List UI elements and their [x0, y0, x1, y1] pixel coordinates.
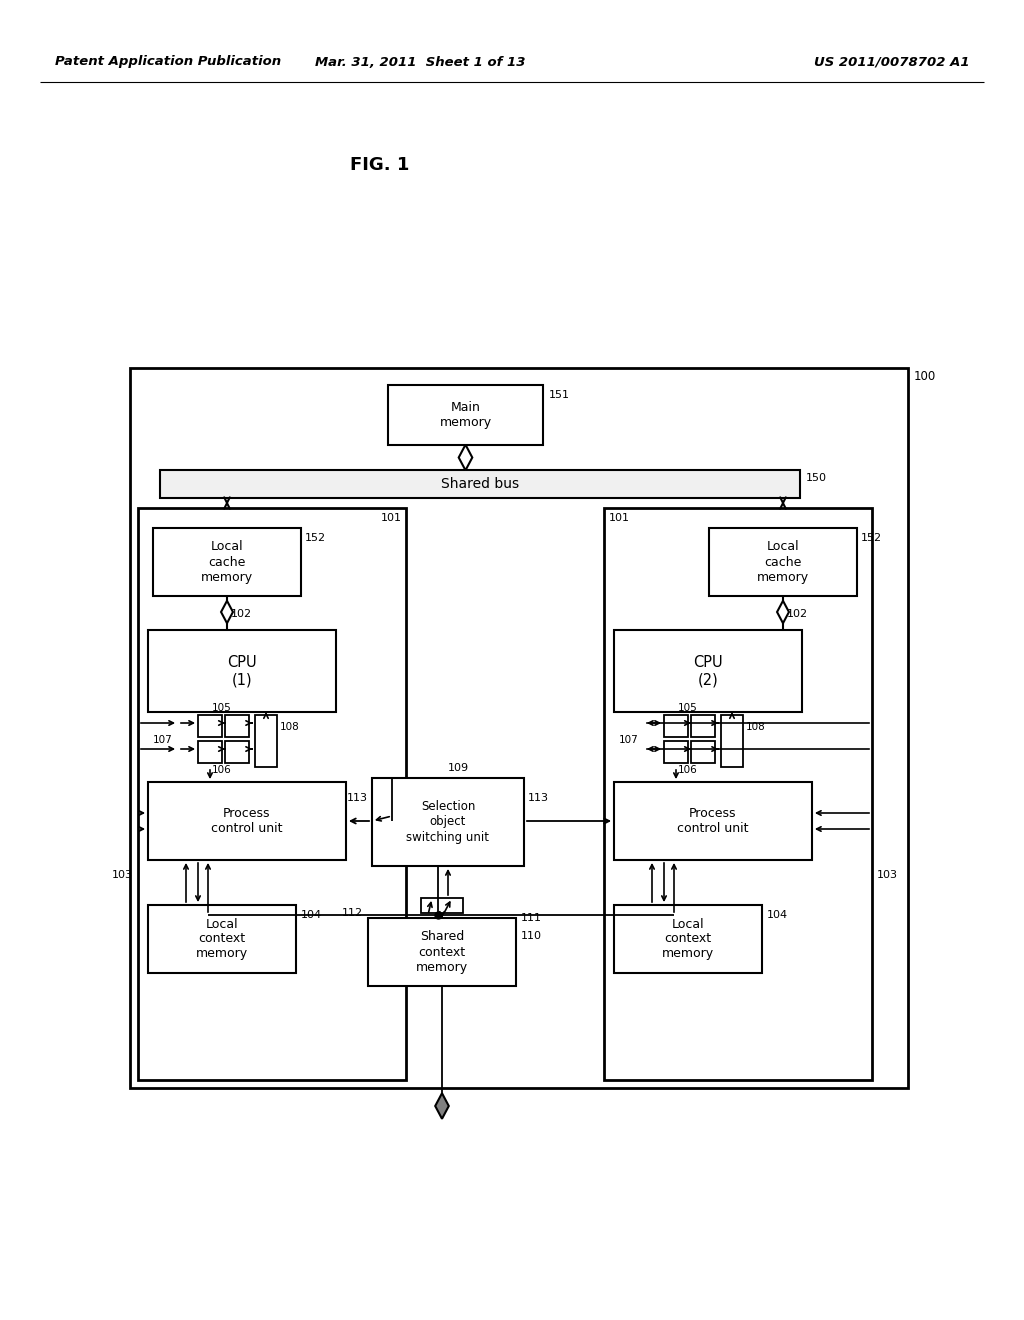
Text: Mar. 31, 2011  Sheet 1 of 13: Mar. 31, 2011 Sheet 1 of 13 [314, 55, 525, 69]
Bar [225, 741, 249, 763]
Bar [148, 906, 296, 973]
Bar [709, 528, 857, 597]
Text: 110: 110 [521, 931, 542, 941]
Text: Local
context
memory: Local context memory [662, 917, 714, 961]
Text: 107: 107 [154, 735, 173, 744]
Text: Local
context
memory: Local context memory [196, 917, 248, 961]
Bar [130, 368, 908, 1088]
Text: 109: 109 [449, 763, 469, 774]
Text: 113: 113 [347, 793, 368, 803]
Bar [664, 741, 688, 763]
Text: 152: 152 [305, 533, 326, 543]
Text: Shared
context
memory: Shared context memory [416, 931, 468, 974]
Polygon shape [221, 601, 232, 623]
Bar [664, 715, 688, 737]
Bar [148, 630, 336, 711]
Text: CPU
(1): CPU (1) [227, 655, 257, 688]
Polygon shape [777, 601, 788, 623]
Text: 107: 107 [620, 735, 639, 744]
Text: Local
cache
memory: Local cache memory [201, 540, 253, 583]
Bar [388, 385, 543, 445]
Text: 152: 152 [861, 533, 882, 543]
Text: CPU
(2): CPU (2) [693, 655, 723, 688]
Text: 106: 106 [212, 766, 231, 775]
Bar [691, 715, 715, 737]
Text: 103: 103 [877, 870, 898, 880]
Bar [721, 715, 743, 767]
Text: 113: 113 [528, 793, 549, 803]
Text: 112: 112 [342, 908, 362, 917]
Text: 104: 104 [767, 909, 788, 920]
Text: Local
cache
memory: Local cache memory [757, 540, 809, 583]
Bar [368, 917, 516, 986]
Text: 151: 151 [549, 389, 570, 400]
Text: 100: 100 [914, 370, 936, 383]
Bar [148, 781, 346, 861]
Text: 101: 101 [609, 513, 630, 523]
Bar [614, 630, 802, 711]
Text: 102: 102 [787, 609, 808, 619]
Bar [225, 715, 249, 737]
Bar [160, 470, 800, 498]
Bar [691, 741, 715, 763]
Text: 101: 101 [381, 513, 402, 523]
Text: 106: 106 [678, 766, 698, 775]
Text: FIG. 1: FIG. 1 [350, 156, 410, 174]
Text: 108: 108 [280, 722, 300, 733]
Polygon shape [459, 445, 472, 470]
Bar [372, 777, 524, 866]
Bar [614, 781, 812, 861]
Text: US 2011/0078702 A1: US 2011/0078702 A1 [814, 55, 970, 69]
Bar [153, 528, 301, 597]
Bar [614, 906, 762, 973]
Bar [255, 715, 278, 767]
Bar [198, 741, 222, 763]
Text: 150: 150 [806, 473, 827, 483]
Text: 111: 111 [521, 913, 542, 923]
Text: 105: 105 [678, 704, 698, 713]
Bar [198, 715, 222, 737]
Text: 102: 102 [231, 609, 252, 619]
Text: Shared bus: Shared bus [441, 477, 519, 491]
Text: 105: 105 [212, 704, 231, 713]
Bar [138, 508, 406, 1080]
Text: Process
control unit: Process control unit [677, 807, 749, 836]
Text: Patent Application Publication: Patent Application Publication [55, 55, 282, 69]
Text: Selection
object
switching unit: Selection object switching unit [407, 800, 489, 843]
Polygon shape [435, 1093, 449, 1119]
Text: 104: 104 [301, 909, 323, 920]
Text: Process
control unit: Process control unit [211, 807, 283, 836]
Text: 103: 103 [112, 870, 133, 880]
Text: Main
memory: Main memory [439, 401, 492, 429]
Bar [604, 508, 872, 1080]
Bar [421, 898, 463, 913]
Text: 108: 108 [746, 722, 766, 733]
